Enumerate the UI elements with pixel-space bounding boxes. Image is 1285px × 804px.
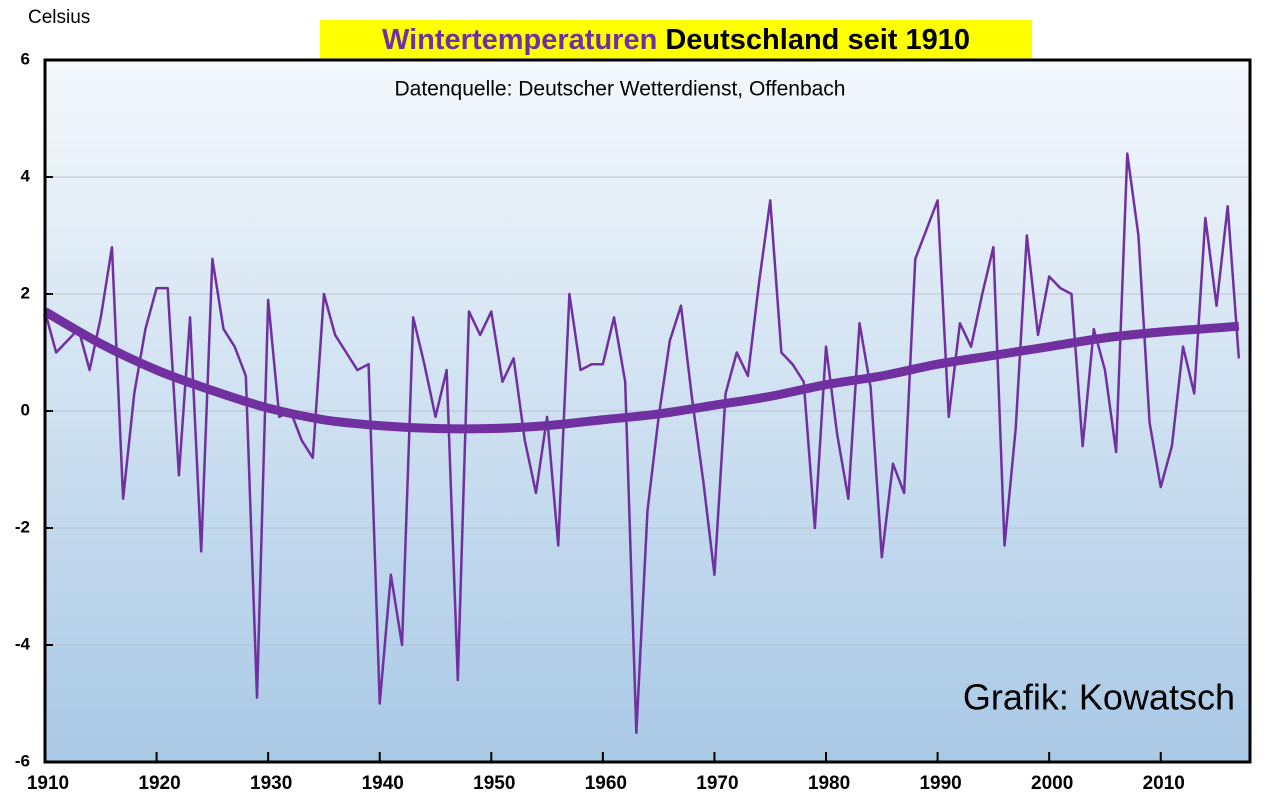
y-tick-label: 4 (21, 166, 31, 185)
trend-line (42, 307, 1240, 434)
data-line (43, 152, 1241, 734)
y-tick-label: -2 (15, 517, 30, 536)
y-axis-label: Celsius (28, 7, 90, 28)
x-tick-label: 1940 (362, 773, 404, 794)
title-part: Deutschland seit 1910 (665, 24, 970, 56)
title-part: Wintertemperaturen (382, 24, 657, 56)
title-background (320, 20, 1032, 60)
y-tick-label: 2 (21, 283, 30, 302)
x-tick-label: 1970 (696, 773, 738, 794)
x-tick-label: 2010 (1143, 773, 1185, 794)
x-tick-label: 1990 (919, 773, 961, 794)
annotation: Grafik: Kowatsch (963, 677, 1235, 718)
y-tick-label: 0 (21, 400, 30, 419)
x-tick-label: 1980 (808, 773, 850, 794)
x-tick-label: 1920 (138, 773, 180, 794)
x-tick-label: 2000 (1031, 773, 1073, 794)
x-tick-label: 1930 (250, 773, 292, 794)
chart-title: Wintertemperaturen Deutschland seit 1910 (382, 24, 970, 56)
y-tick-label: -6 (15, 751, 30, 770)
x-tick-label: 1960 (585, 773, 627, 794)
y-tick-label: 6 (21, 49, 30, 68)
plot-border (43, 58, 1252, 764)
y-tick-label: -4 (15, 634, 31, 653)
subtitle: Datenquelle: Deutscher Wetterdienst, Off… (395, 78, 846, 101)
x-tick-label: 1910 (27, 773, 69, 794)
x-tick-label: 1950 (473, 773, 515, 794)
